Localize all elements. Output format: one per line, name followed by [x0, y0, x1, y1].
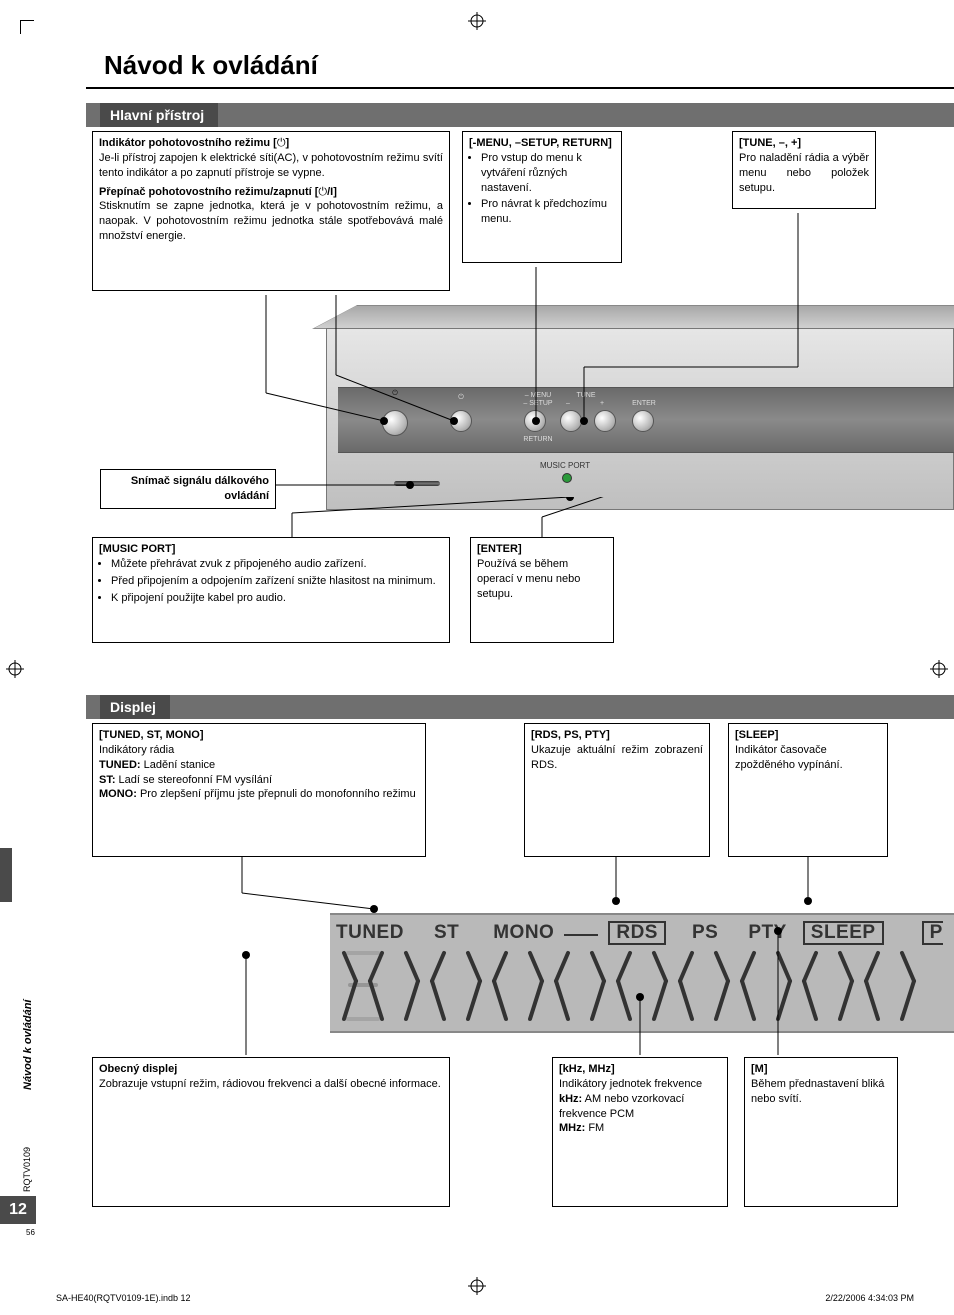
- leader-lines-display-lower: [92, 907, 954, 1057]
- callout-text: Stisknutím se zapne jednotka, která je v…: [99, 199, 443, 244]
- callout-enter: [ENTER] Používá se během operací v menu …: [470, 537, 614, 643]
- callout-bullet: K připojení použijte kabel pro audio.: [111, 591, 443, 606]
- registration-mark-bottom: [468, 1277, 486, 1295]
- display-upper-callouts: [TUNED, ST, MONO] Indikátory rádia TUNED…: [92, 723, 954, 913]
- registration-mark-top: [468, 12, 486, 30]
- music-port-label: MUSIC PORT: [540, 461, 590, 470]
- side-code: RQTV0109: [22, 1147, 32, 1192]
- callout-text: Zobrazuje vstupní režim, rádiovou frekve…: [99, 1077, 443, 1092]
- enter-button: [632, 410, 654, 432]
- callout-bullet: Můžete přehrávat zvuk z připojeného audi…: [111, 557, 443, 572]
- callout-bullet: Před připojením a odpojením zařízení sni…: [111, 574, 443, 589]
- callout-text: Používá se během operací v menu nebo set…: [477, 557, 607, 602]
- footer-right: 2/22/2006 4:34:03 PM: [825, 1293, 914, 1303]
- page-number: 12: [0, 1196, 36, 1224]
- callout-bullet: Pro návrat k předchozímu menu.: [481, 197, 615, 227]
- display-lower-callouts: Obecný displej Zobrazuje vstupní režim, …: [92, 1047, 954, 1267]
- side-section-title: Návod k ovládání: [22, 1000, 34, 1090]
- crop-mark: [20, 20, 34, 34]
- callout-m: [M] Během přednastavení bliká nebo svítí…: [744, 1057, 898, 1207]
- menu-button: [524, 410, 546, 432]
- registration-mark-left: [6, 660, 24, 678]
- upper-callouts: Indikátor pohotovostního režimu [⏻] Je-l…: [92, 131, 954, 301]
- footer-left: SA-HE40(RQTV0109-1E).indb 12: [56, 1293, 191, 1303]
- tune-plus-button: [594, 410, 616, 432]
- callout-text: Během přednastavení bliká nebo svítí.: [751, 1077, 891, 1107]
- section-label: Hlavní přístroj: [100, 103, 218, 127]
- callout-tuned: [TUNED, ST, MONO] Indikátory rádia TUNED…: [92, 723, 426, 857]
- page-title: Návod k ovládání: [86, 46, 954, 89]
- callout-sleep: [SLEEP] Indikátor časovače zpožděného vy…: [728, 723, 888, 857]
- callout-menu: [-MENU, –SETUP, RETURN] Pro vstup do men…: [462, 131, 622, 263]
- side-tab: [0, 848, 12, 902]
- standby-led: [450, 410, 472, 432]
- callout-standby: Indikátor pohotovostního režimu [⏻] Je-l…: [92, 131, 450, 291]
- callout-text: Ukazuje aktuální režim zobrazení RDS.: [531, 743, 703, 773]
- lower-callouts: [MUSIC PORT] Můžete přehrávat zvuk z při…: [92, 529, 954, 689]
- callout-text: Je-li přístroj zapojen k elektrické síti…: [99, 151, 443, 181]
- page-small-number: 56: [26, 1228, 35, 1237]
- leader-lines-display-upper: [92, 857, 954, 913]
- callout-bullet: Pro vstup do menu k vytváření různých na…: [481, 151, 615, 196]
- tune-minus-button: [560, 410, 582, 432]
- callout-music-port: [MUSIC PORT] Můžete přehrávat zvuk z při…: [92, 537, 450, 643]
- callout-text: Pro naladění rádia a výběr menu nebo pol…: [739, 151, 869, 196]
- power-button: [382, 410, 408, 436]
- callout-text: Indikátory rádia: [99, 743, 419, 758]
- section-bar-display: Displej: [86, 695, 954, 719]
- callout-text: Indikátor časovače zpožděného vypínání.: [735, 743, 881, 773]
- callout-general-display: Obecný displej Zobrazuje vstupní režim, …: [92, 1057, 450, 1207]
- section-bar-main-unit: Hlavní přístroj: [86, 103, 954, 127]
- callout-tune: [TUNE, –, +] Pro naladění rádia a výběr …: [732, 131, 876, 209]
- section-label: Displej: [100, 695, 170, 719]
- callout-text: Indikátory jednotek frekvence: [559, 1077, 721, 1092]
- music-port-jack: [562, 473, 572, 483]
- callout-rds: [RDS, PS, PTY] Ukazuje aktuální režim zo…: [524, 723, 710, 857]
- callout-khz: [kHz, MHz] Indikátory jednotek frekvence…: [552, 1057, 728, 1207]
